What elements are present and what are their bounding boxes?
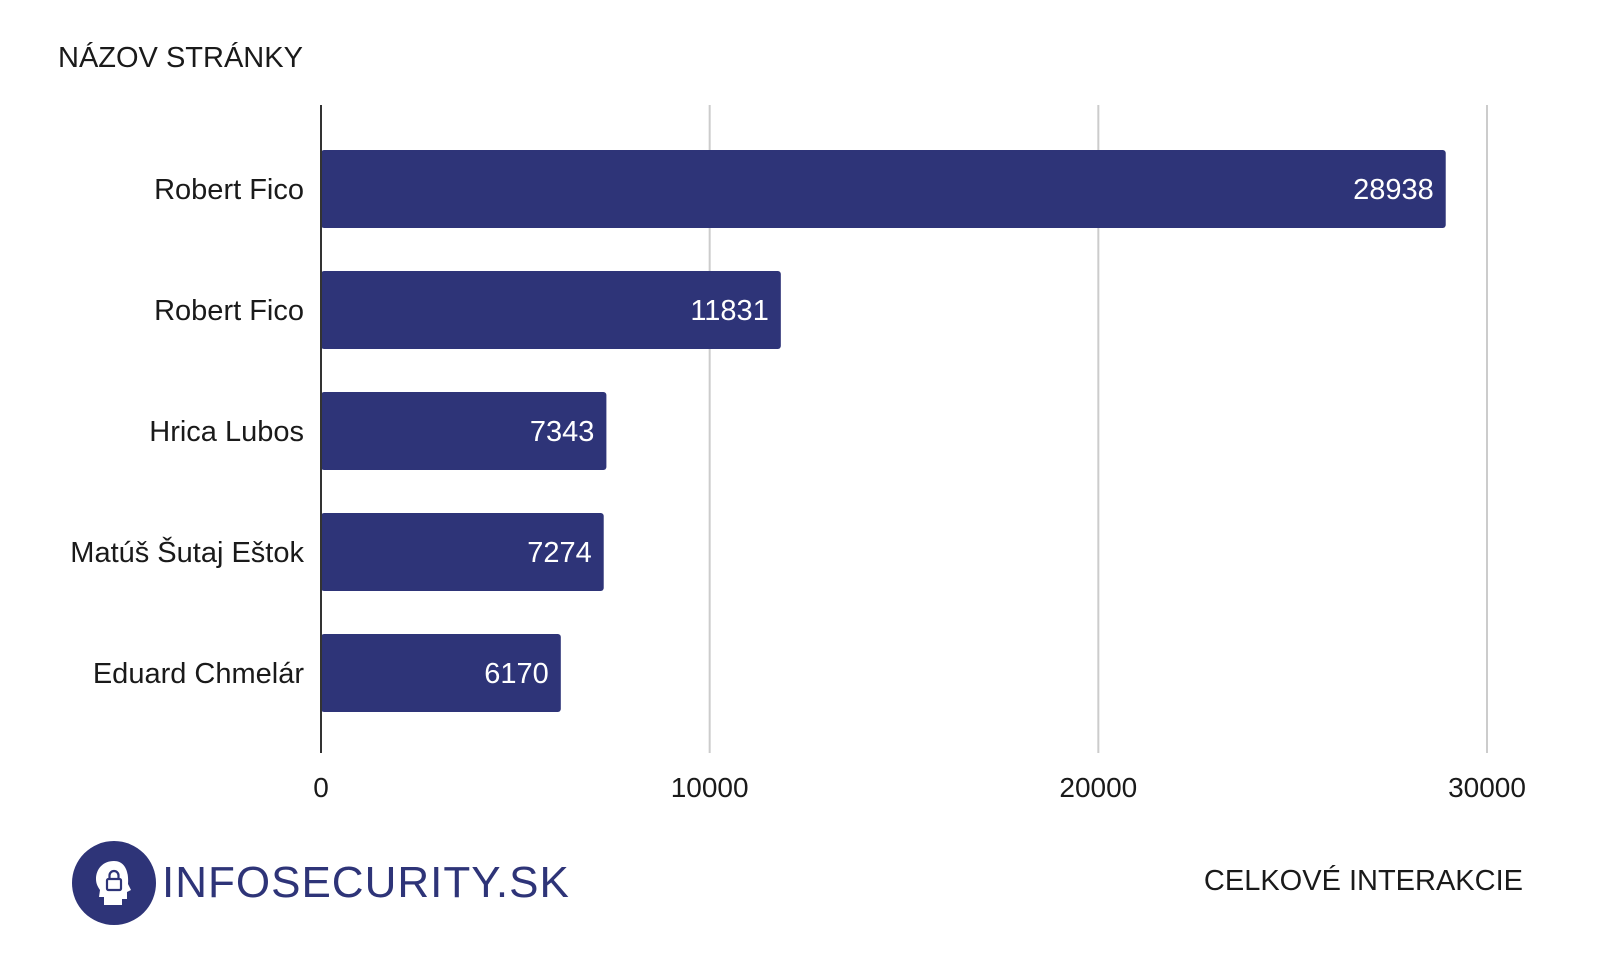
category-label-5: Eduard Chmelár — [93, 658, 304, 690]
x-tick-label-30000: 30000 — [1448, 772, 1526, 803]
category-label-2: Robert Fico — [154, 295, 304, 327]
bar-1 — [321, 150, 1446, 228]
data-label-5: 6170 — [484, 658, 549, 690]
data-label-1: 28938 — [1353, 174, 1434, 206]
category-label-1: Robert Fico — [154, 174, 304, 206]
logo-text: INFOSECURITY.SK — [162, 858, 570, 907]
y-axis-title: NÁZOV STRÁNKY — [58, 41, 303, 74]
x-tick-label-10000: 10000 — [671, 772, 749, 803]
bars: 28938 11831 7343 7274 6170 — [321, 150, 1446, 712]
category-label-3: Hrica Lubos — [149, 416, 304, 448]
data-label-2: 11831 — [690, 295, 769, 327]
bar-3 — [321, 392, 607, 470]
bar-5 — [321, 634, 561, 712]
category-labels: Robert Fico Robert Fico Hrica Lubos Matúš Š… — [70, 174, 304, 690]
bar-4 — [321, 513, 604, 591]
x-tick-label-0: 0 — [313, 772, 329, 803]
x-tick-labels: 0 10000 20000 30000 — [313, 772, 1526, 803]
bar-2 — [321, 271, 781, 349]
data-label-4: 7274 — [527, 537, 592, 569]
data-label-3: 7343 — [530, 416, 595, 448]
brand-logo: INFOSECURITY.SK — [72, 840, 570, 926]
head-lock-icon — [72, 841, 156, 925]
x-tick-label-20000: 20000 — [1059, 772, 1137, 803]
category-label-4: Matúš Šutaj Eštok — [70, 535, 304, 569]
x-axis-title: CELKOVÉ INTERAKCIE — [1204, 864, 1523, 897]
